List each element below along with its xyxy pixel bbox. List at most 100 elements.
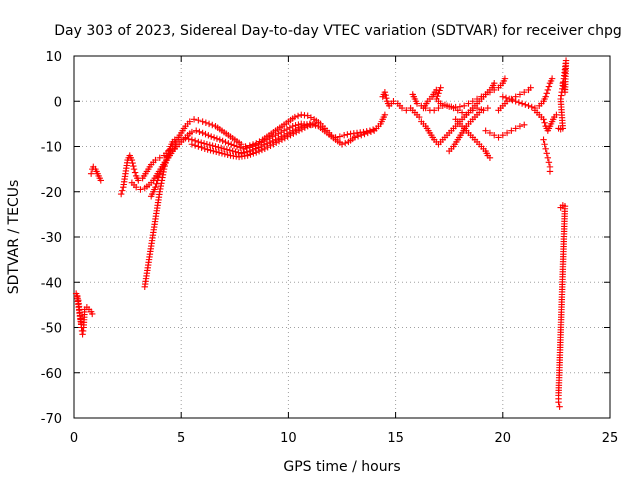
data-point <box>307 114 315 121</box>
data-point <box>235 149 242 156</box>
data-point <box>117 190 125 198</box>
series-seg-a2 <box>74 292 85 327</box>
data-point <box>458 109 466 116</box>
series-seg-c <box>117 111 389 198</box>
data-point <box>152 184 159 191</box>
axis-ticks <box>73 55 611 419</box>
data-point <box>137 186 144 193</box>
data-point <box>361 130 368 138</box>
data-point <box>528 103 535 111</box>
data-point <box>202 130 209 138</box>
data-point <box>191 142 199 149</box>
data-point <box>210 134 218 141</box>
data-point <box>508 127 515 134</box>
data-point <box>244 152 251 159</box>
y-tick-label: -10 <box>41 141 62 156</box>
x-tick-label: 25 <box>602 431 619 446</box>
data-point <box>210 147 217 155</box>
data-point <box>499 93 506 100</box>
data-point <box>269 137 276 145</box>
x-tick-label: 10 <box>280 431 297 446</box>
data-point <box>480 107 487 114</box>
data-point <box>128 156 136 164</box>
data-point <box>281 135 289 142</box>
data-point <box>252 145 259 152</box>
data-point <box>298 125 306 133</box>
data-point <box>218 144 225 152</box>
data-point <box>207 147 214 154</box>
data-point <box>266 138 274 146</box>
data-point <box>491 79 498 87</box>
data-point <box>527 84 534 91</box>
data-point <box>499 131 506 139</box>
data-point <box>87 170 95 177</box>
data-point <box>255 147 263 155</box>
data-point <box>495 134 502 141</box>
data-point <box>130 162 137 170</box>
y-tick-labels: 10 0 -10 -20 -30 -40 -50 -60 -70 <box>41 50 62 427</box>
data-point <box>178 136 185 143</box>
y-tick-label: 0 <box>54 95 62 110</box>
data-point <box>216 136 223 143</box>
data-point <box>358 131 365 139</box>
data-point <box>430 107 438 114</box>
data-point <box>413 100 421 107</box>
x-tick-label: 0 <box>70 431 78 446</box>
series-seg-r <box>540 136 554 175</box>
data-point <box>518 100 526 107</box>
data-point <box>381 89 389 96</box>
data-point <box>226 147 233 154</box>
data-point <box>190 116 198 123</box>
data-point <box>186 118 193 125</box>
data-point <box>293 128 300 136</box>
data-point <box>486 129 494 137</box>
y-tick-label: -20 <box>41 186 62 201</box>
data-point <box>213 148 220 155</box>
data-point <box>289 127 296 134</box>
data-point <box>354 133 362 140</box>
grid-lines <box>74 56 610 418</box>
data-point <box>501 75 509 82</box>
data-point <box>525 102 532 109</box>
data-point <box>119 187 126 194</box>
data-point <box>486 154 494 162</box>
data-point <box>292 125 299 133</box>
data-point <box>275 138 283 145</box>
data-point <box>522 101 529 108</box>
data-point <box>213 135 221 142</box>
data-point <box>221 150 228 158</box>
data-point <box>129 159 136 167</box>
y-tick-label: -60 <box>41 367 62 382</box>
data-point <box>232 148 239 155</box>
data-point <box>198 144 205 151</box>
data-point <box>270 141 277 148</box>
data-point <box>441 101 449 109</box>
series-seg-s <box>555 57 570 133</box>
data-point <box>546 168 554 175</box>
data-point <box>228 141 235 148</box>
data-point <box>456 103 464 110</box>
data-point <box>220 145 228 152</box>
data-point <box>295 124 302 131</box>
data-point <box>491 131 498 139</box>
data-point <box>204 146 211 153</box>
data-point <box>294 112 302 120</box>
data-point <box>382 92 389 99</box>
data-point <box>215 149 223 156</box>
data-point <box>512 98 519 105</box>
data-point <box>215 144 222 151</box>
data-point <box>258 146 266 154</box>
data-point <box>469 98 476 105</box>
data-point <box>435 104 442 112</box>
data-point <box>154 177 161 184</box>
data-point <box>367 128 375 135</box>
data-point <box>340 131 348 139</box>
data-point <box>212 143 219 150</box>
data-point <box>267 142 274 149</box>
data-point <box>540 116 547 123</box>
data-point <box>273 139 280 146</box>
data-point <box>166 146 173 154</box>
data-point <box>506 95 513 103</box>
data-point <box>280 131 288 139</box>
data-point <box>555 398 562 406</box>
